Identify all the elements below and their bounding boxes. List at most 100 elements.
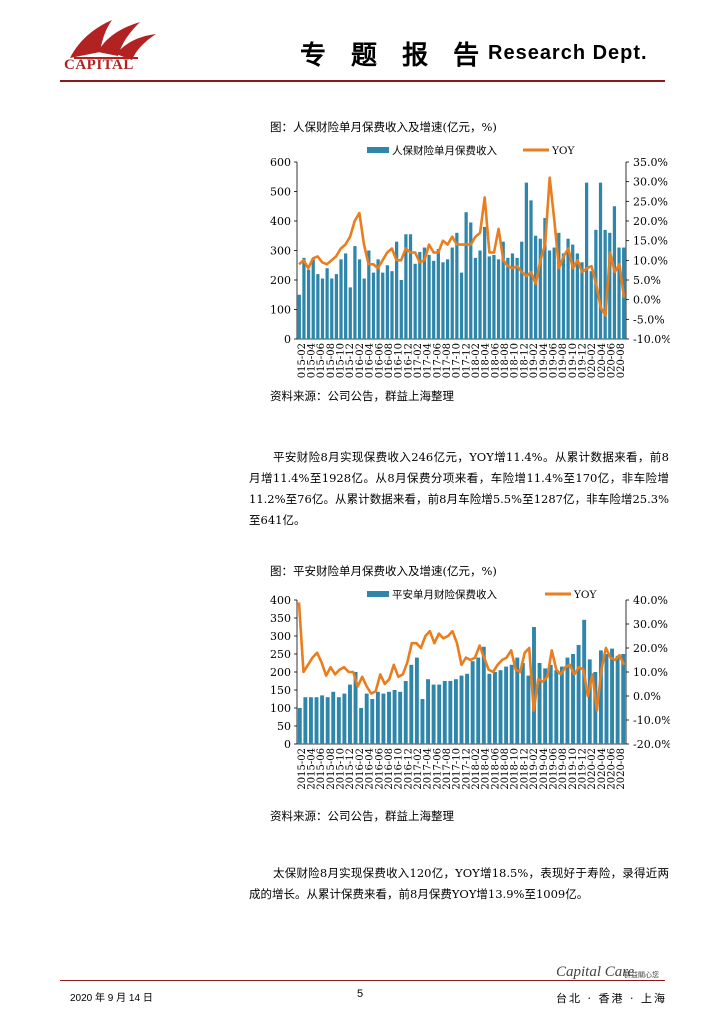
x-tick-label: 2019-02 [529, 343, 540, 378]
bar [399, 280, 403, 339]
left-tick-label: 200 [270, 274, 291, 287]
x-tick-label: 2017-04 [423, 748, 434, 790]
bar [311, 259, 315, 339]
bar [571, 654, 575, 744]
right-tick-label: 20.0% [633, 215, 668, 228]
bar [362, 278, 366, 339]
x-tick-label: 2020-06 [606, 748, 617, 790]
x-tick-label: 2017-02 [413, 343, 424, 378]
x-tick-label: 2018-10 [510, 343, 521, 378]
bar [431, 684, 436, 744]
x-tick-label: 2018-06 [490, 748, 501, 790]
footer-cities: 台北 · 香港 · 上海 [556, 992, 667, 1005]
bar [481, 646, 486, 744]
yoy-line [298, 176, 626, 317]
x-tick-label: 2020-04 [597, 748, 608, 790]
x-tick-label: 2020-08 [616, 748, 627, 790]
bar [520, 663, 525, 744]
x-tick-label: 2016-02 [355, 748, 366, 790]
bar [509, 664, 514, 744]
left-tick-label: 250 [270, 648, 291, 661]
bar [537, 663, 542, 744]
pingan-premium-chart: 平安单月财险保费收入 YOY 0 50 100 150 200 250 300 350 400 40.… [270, 588, 670, 790]
bar [498, 670, 503, 744]
footer-date: 2020 年 9 月 14 日 [70, 993, 153, 1004]
bar [493, 672, 497, 744]
bar [297, 294, 301, 339]
bar [506, 257, 510, 339]
bar [371, 272, 376, 339]
x-tick-label: 2015-10 [336, 343, 347, 378]
bar [387, 691, 391, 744]
bar [390, 271, 394, 339]
figure2-source: 资料来源：公司公告，群益上海整理 [270, 809, 454, 823]
left-tick-label: 0 [284, 333, 291, 346]
bar [580, 262, 584, 339]
x-tick-label: 2015-02 [297, 748, 308, 790]
x-tick-label: 2018-12 [519, 343, 530, 378]
x-tick-label: 2016-04 [365, 343, 376, 378]
capital-logo-icon [70, 20, 156, 60]
bar [370, 699, 375, 744]
x-tick-label: 2020-04 [597, 343, 608, 378]
bar [353, 246, 357, 339]
bar [331, 691, 336, 744]
x-tick-label: 2016-06 [374, 343, 385, 378]
right-tick-label: 30.0% [633, 176, 668, 189]
report-type-title: 专 题 报 告 [300, 41, 488, 71]
bar [459, 675, 464, 744]
x-tick-label: 2019-08 [558, 748, 569, 790]
bar [353, 672, 358, 744]
bar [392, 690, 397, 744]
bar [413, 263, 417, 339]
right-tick-label: 5.0% [633, 274, 661, 287]
x-tick-label: 2016-12 [403, 343, 414, 378]
x-tick-label: 2017-04 [423, 343, 434, 378]
footer-brand: Capital Care [556, 964, 635, 980]
right-tick-label: -5.0% [633, 313, 665, 326]
bar [615, 655, 620, 744]
x-tick-label: 2019-12 [577, 343, 588, 378]
bar [330, 278, 334, 339]
bar [543, 668, 548, 744]
bar [587, 659, 592, 744]
bar [448, 681, 453, 744]
footer-brand-cn: 群益關心您 [624, 971, 659, 979]
figure1-source: 资料来源：公司公告，群益上海整理 [270, 389, 454, 403]
left-tick-label: 50 [277, 720, 291, 733]
bar [547, 250, 552, 339]
bar [532, 627, 536, 744]
bar [385, 265, 389, 339]
bar [459, 272, 464, 339]
bar [316, 274, 320, 339]
bar [496, 259, 501, 339]
x-tick-label: 2016-12 [403, 748, 414, 790]
bar [342, 693, 347, 744]
bar [554, 670, 559, 744]
x-tick-label: 2016-06 [374, 748, 385, 790]
bar [455, 232, 459, 339]
left-tick-label: 300 [270, 245, 291, 258]
bar [473, 257, 478, 339]
bar [598, 650, 603, 744]
bar [367, 250, 371, 339]
bar [515, 257, 519, 339]
left-tick-label: 150 [270, 684, 291, 697]
right-tick-label: 20.0% [633, 642, 668, 655]
x-tick-label: 2019-04 [539, 748, 550, 790]
left-tick-label: 100 [270, 304, 291, 317]
x-tick-label: 2019-10 [568, 748, 579, 790]
figure2-caption: 图：平安财险单月保费收入及增速(亿元，%) [270, 564, 497, 578]
bar [422, 247, 427, 339]
bar [314, 697, 319, 744]
bar [515, 657, 520, 744]
x-tick-label: 2015-08 [326, 748, 337, 790]
bar [306, 269, 311, 339]
bar [348, 287, 352, 339]
x-tick-label: 2017-06 [432, 748, 443, 790]
bar [420, 699, 425, 744]
bar [302, 257, 306, 339]
bar [334, 274, 339, 339]
x-tick-label: 2020-08 [616, 343, 627, 378]
bar [561, 253, 566, 339]
